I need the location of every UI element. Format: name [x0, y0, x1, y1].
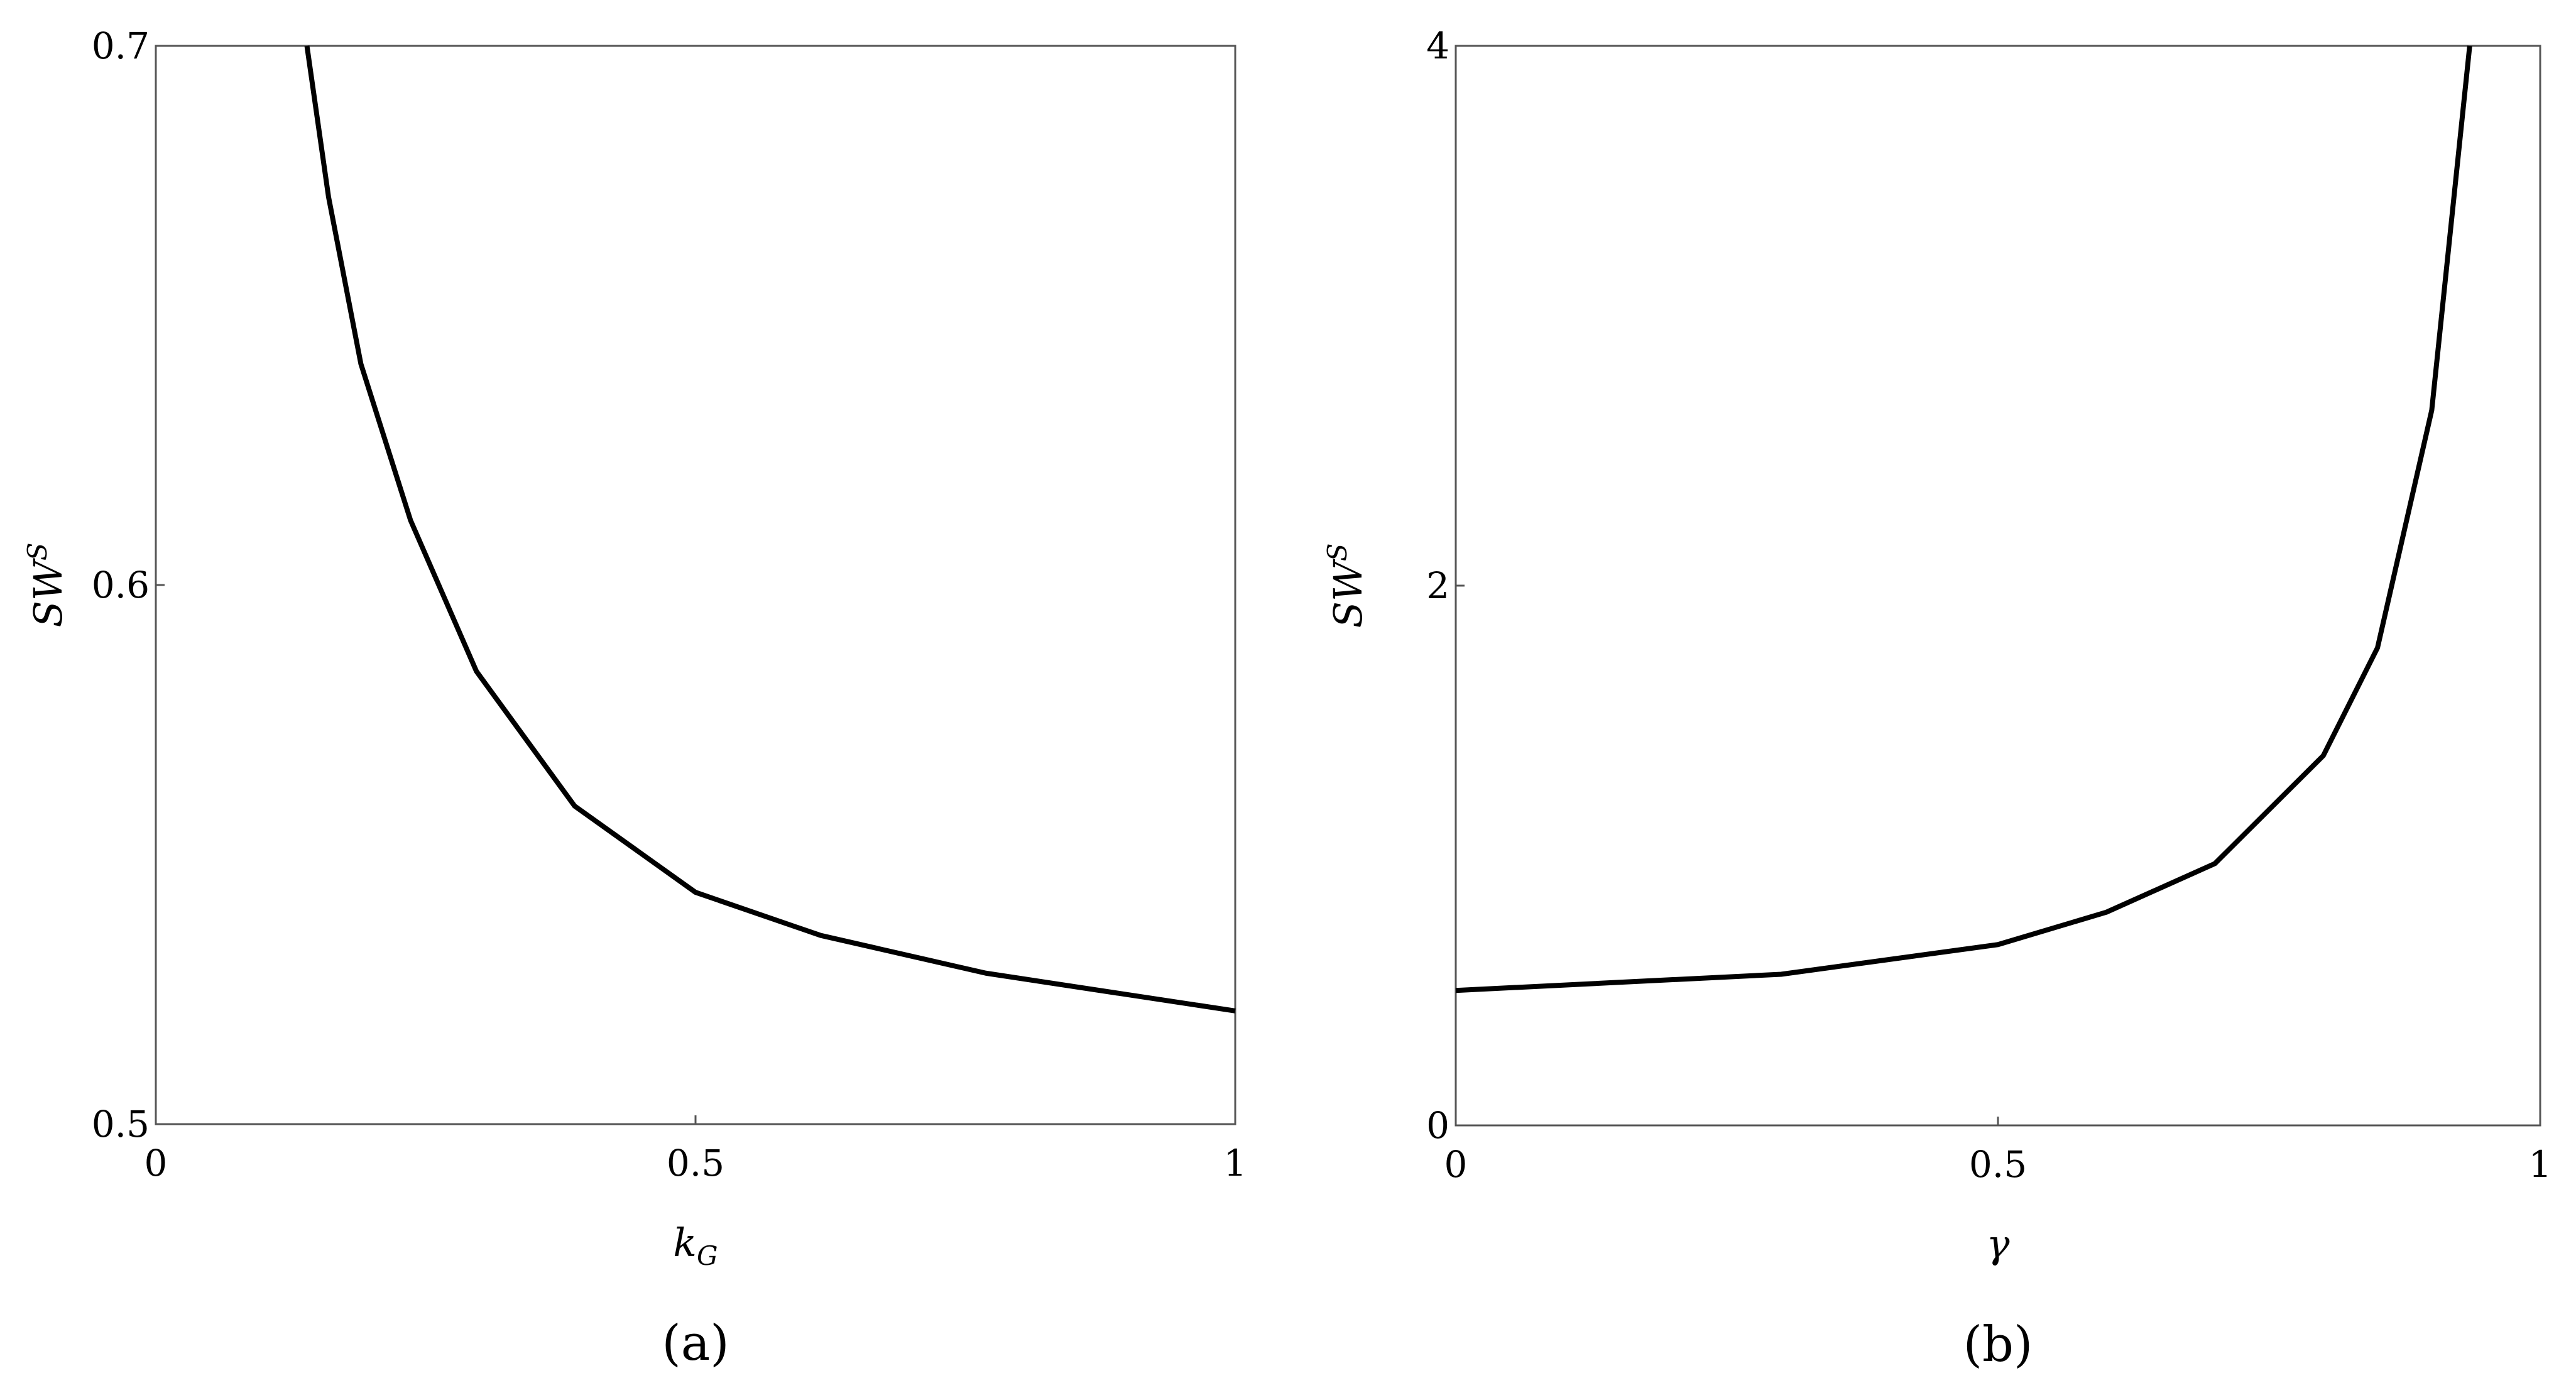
curve — [304, 45, 1236, 1014]
y-tick-label: 0.6 — [92, 564, 150, 606]
x-axis-label-text: k — [673, 1220, 697, 1266]
y-axis-label-text: SW — [25, 558, 71, 627]
x-axis-label-text: γ — [1986, 1221, 2010, 1267]
x-tick-label: 1 — [1224, 1142, 1247, 1184]
x-tick-label: 1 — [2529, 1143, 2552, 1186]
y-axis-label-text: SW — [1325, 559, 1371, 628]
y-axis-label: SWS — [22, 543, 71, 628]
caption: (b) — [1963, 1316, 2033, 1373]
x-tick-label: 0 — [1444, 1143, 1468, 1186]
x-axis-label: γ — [1986, 1221, 2010, 1267]
x-axis-label-subscript: G — [697, 1240, 718, 1271]
x-tick-label: 0.5 — [667, 1142, 724, 1184]
y-axis-label-superscript: S — [22, 543, 53, 561]
y-tick-label: 2 — [1426, 564, 1449, 607]
y-tick-label: 0 — [1426, 1104, 1449, 1147]
x-tick-label: 0 — [145, 1142, 168, 1184]
curve — [1455, 45, 2472, 993]
x-axis-label: kG — [673, 1220, 718, 1271]
y-axis-label: SWS — [1322, 544, 1371, 628]
x-tick-label: 0.5 — [1969, 1143, 2027, 1186]
caption: (a) — [662, 1315, 729, 1372]
y-tick-label: 0.5 — [92, 1103, 150, 1146]
y-tick-label: 4 — [1426, 25, 1449, 67]
y-axis-label-superscript: S — [1322, 544, 1353, 562]
plot-frame — [155, 45, 1236, 1125]
y-tick-label: 0.7 — [92, 25, 150, 67]
plot-frame — [1454, 45, 2541, 1127]
